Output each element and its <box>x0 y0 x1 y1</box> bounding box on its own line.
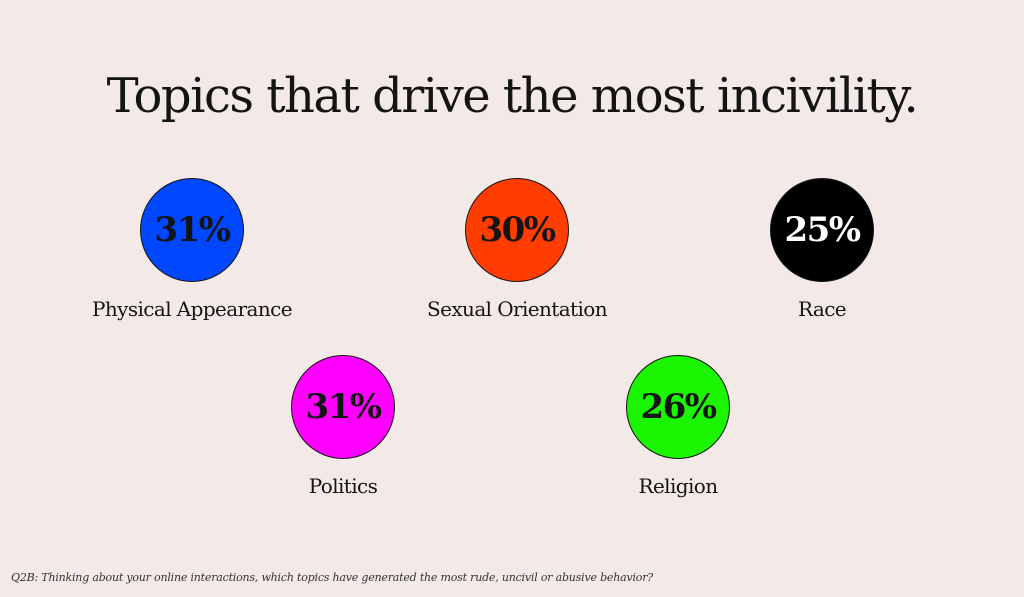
stat-label: Sexual Orientation <box>427 297 608 321</box>
stat-label: Religion <box>638 474 718 498</box>
stat-circle: 31% <box>140 178 244 282</box>
stat-politics: 31% Politics <box>213 355 473 499</box>
stat-sexual-orientation: 30% Sexual Orientation <box>387 178 647 322</box>
stat-value: 26% <box>640 387 717 427</box>
stat-label: Physical Appearance <box>92 297 293 321</box>
stat-value: 31% <box>305 387 382 427</box>
stat-value: 30% <box>479 210 556 250</box>
stat-label: Politics <box>308 474 378 498</box>
stat-religion: 26% Religion <box>548 355 808 499</box>
stat-label: Race <box>797 297 847 321</box>
stat-physical-appearance: 31% Physical Appearance <box>62 178 322 322</box>
stat-circle: 25% <box>770 178 874 282</box>
stat-circle: 26% <box>626 355 730 459</box>
stat-circle: 30% <box>465 178 569 282</box>
stat-value: 25% <box>784 210 861 250</box>
footnote: Q2B: Thinking about your online interact… <box>11 571 653 584</box>
chart-title: Topics that drive the most incivility. <box>106 68 919 124</box>
stat-race: 25% Race <box>692 178 952 322</box>
stat-circle: 31% <box>291 355 395 459</box>
stat-value: 31% <box>154 210 231 250</box>
